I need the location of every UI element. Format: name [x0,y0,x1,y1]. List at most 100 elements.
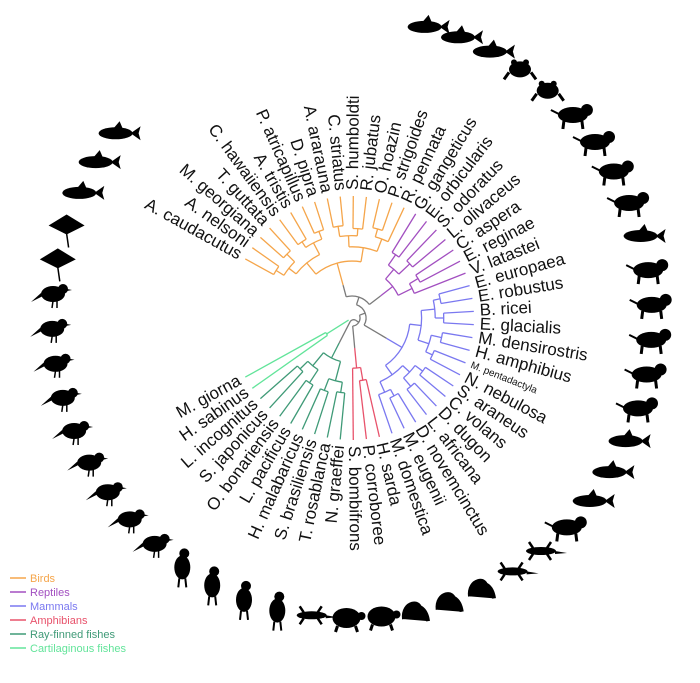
branch-tip [440,297,473,305]
branch-tip [442,332,473,339]
branch-stem [374,228,379,238]
branch-arc [378,388,391,396]
branch-stem [340,382,343,393]
backbone-stem [363,324,387,339]
branch-stem [354,347,358,369]
branch-stem [403,377,412,387]
branch-tip [339,392,346,440]
branch-arc [403,365,416,379]
branch-tip [406,229,437,262]
branch-stem [323,378,330,391]
branch-stem [326,319,349,335]
legend-label: Reptiles [30,587,70,599]
branch-stem [356,228,359,236]
bird-silhouette [85,482,127,507]
legend-label: Ray-finned fishes [30,629,115,641]
branch-arc [305,238,323,248]
branch-tip [425,366,454,387]
branch-tip [339,196,344,226]
branch-arc [283,250,291,259]
dugong-silhouette [623,224,666,243]
branch-stem [389,389,395,397]
branch-stem [334,361,342,381]
branch-tip [372,198,381,228]
branch-tip [415,249,454,276]
branch-stem [433,298,441,301]
branch-arc [325,332,329,336]
branch-tip [290,384,314,424]
taxon-label: S. humboldti [343,95,363,190]
lizard-silhouette [497,561,539,582]
ray-silhouette [48,214,85,248]
owl-silhouette [236,580,252,621]
snake-silhouette [435,592,464,613]
branch-tip [412,239,446,268]
bird-silhouette [52,421,94,446]
possum-silhouette [550,104,593,130]
branch-tip [443,322,474,326]
backbone-stem [342,285,347,297]
ray-silhouette [39,248,76,282]
branch-tip [244,331,327,378]
branch-stem [286,253,296,263]
bird-silhouette [40,387,82,413]
branch-tip [381,202,393,231]
branch-stem [299,360,309,370]
hippo-silhouette [615,397,658,423]
branch-stem [380,285,394,297]
branch-tip [259,365,298,400]
branch-stem [336,262,344,286]
branch-stem [337,226,341,237]
branch-tip [365,379,381,438]
frog-silhouette [530,80,565,102]
branch-arc [320,388,329,393]
bird-silhouette [33,353,75,378]
shark-silhouette [407,14,450,34]
branch-tip [387,207,405,242]
bird-silhouette [31,284,72,309]
branch-arc [359,378,367,382]
hedgehog-silhouette [544,516,587,542]
branch-tip [269,227,291,252]
branch-stem [425,351,433,356]
fish-silhouette [62,180,105,200]
branch-arc [429,350,435,360]
branch-stem [318,231,323,240]
whale-silhouette [592,460,635,480]
legend-label: Birds [30,573,56,585]
branch-stem [308,369,319,384]
branch-stem [312,352,325,367]
branch-stem [402,365,411,373]
branch-arc [352,366,361,369]
branch-arc [415,274,421,283]
branch-tip [326,391,338,438]
lemur-silhouette [625,259,669,285]
legend-label: Amphibians [30,615,88,627]
snake-silhouette [401,601,430,622]
crocodile-silhouette [296,605,338,625]
backbone-arc [349,319,356,323]
branch-arc [385,278,399,296]
branch-arc [296,365,304,373]
backbone-arc [356,304,367,326]
branch-stem [384,365,393,376]
branch-tip [301,206,315,234]
branch-tip [279,219,299,245]
branch-tip [413,382,437,407]
elephant-silhouette [606,192,650,218]
animal-silhouettes [30,14,672,633]
legend-label: Cartilaginous fishes [30,643,126,655]
fish-silhouette [78,150,121,170]
legend: Birds Reptiles Mammals Amphibians Ray-finned… [10,573,126,655]
branch-stem [330,342,340,359]
branch-stem [359,367,364,381]
branch-stem [385,268,395,280]
branch-tip [244,258,275,276]
backbone-stem [359,312,366,316]
kangaroo-silhouette [572,131,615,157]
branch-stem [414,364,424,372]
branch-tip [301,388,321,430]
branch-stem [409,278,419,285]
